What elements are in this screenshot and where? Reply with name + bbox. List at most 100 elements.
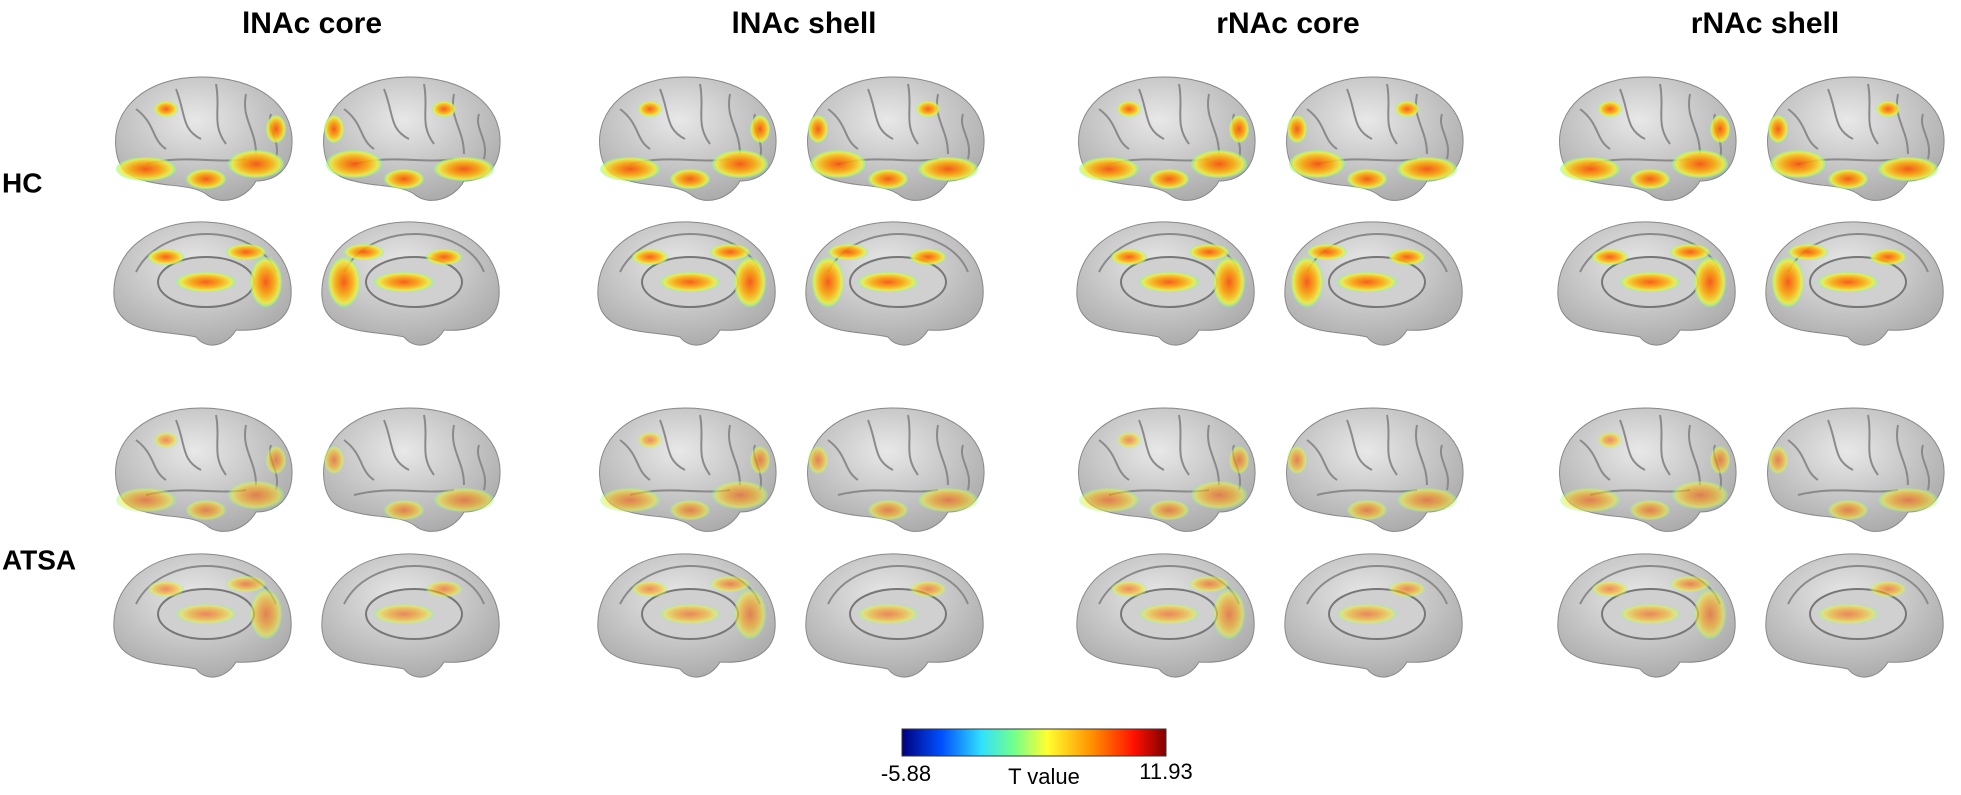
activation	[116, 157, 176, 181]
activation	[1117, 432, 1141, 448]
activation	[1630, 500, 1670, 520]
activation	[1620, 604, 1680, 624]
activation	[1870, 249, 1906, 265]
activation	[1191, 150, 1247, 178]
brain	[1556, 552, 1737, 679]
activation	[1229, 115, 1249, 143]
activation	[1291, 257, 1323, 307]
activation	[250, 257, 282, 307]
activation	[228, 481, 284, 509]
activation	[1694, 257, 1726, 307]
brain	[320, 220, 501, 347]
activation	[1630, 169, 1670, 189]
brain	[1558, 407, 1738, 533]
activation	[1397, 157, 1457, 181]
activation	[1878, 488, 1938, 512]
brain	[1556, 220, 1737, 347]
activation	[1079, 157, 1139, 181]
activation	[1111, 581, 1147, 597]
column-title: lNAc core	[242, 7, 382, 40]
colorbar: -5.88 T value 11.93	[881, 728, 1193, 789]
activation	[916, 101, 940, 117]
activation	[858, 272, 918, 292]
activation	[600, 488, 660, 512]
activation	[750, 115, 770, 143]
activation	[228, 150, 284, 178]
activation	[1592, 249, 1628, 265]
activation	[910, 249, 946, 265]
activation	[434, 157, 494, 181]
activation	[1876, 101, 1900, 117]
activation	[1710, 446, 1730, 474]
activation	[176, 604, 236, 624]
activation	[154, 432, 178, 448]
activation	[828, 244, 868, 260]
column-title: rNAc shell	[1691, 7, 1839, 40]
brain	[596, 552, 777, 679]
activation	[1818, 272, 1878, 292]
activation	[638, 432, 662, 448]
brain	[806, 76, 986, 202]
activation	[600, 157, 660, 181]
activation	[1347, 169, 1387, 189]
activation	[918, 488, 978, 512]
colorbar-label: T value	[1008, 764, 1080, 789]
activation	[1560, 157, 1620, 181]
activation	[710, 576, 750, 592]
activation	[266, 115, 286, 143]
brain	[114, 407, 294, 533]
brain	[1764, 552, 1945, 679]
activation	[1389, 581, 1425, 597]
activation	[1337, 272, 1397, 292]
activation	[1870, 581, 1906, 597]
activation	[148, 581, 184, 597]
activation	[1389, 249, 1425, 265]
activation	[710, 244, 750, 260]
activation	[1818, 604, 1878, 624]
brain	[1075, 220, 1256, 347]
activation	[734, 589, 766, 639]
activation	[810, 150, 866, 178]
activation	[734, 257, 766, 307]
activation	[1670, 576, 1710, 592]
activation	[750, 446, 770, 474]
activation	[1213, 257, 1245, 307]
activation	[808, 115, 828, 143]
brain	[112, 220, 293, 347]
activation	[226, 576, 266, 592]
activation	[1878, 157, 1938, 181]
activation	[1111, 249, 1147, 265]
brain	[804, 552, 985, 679]
activation	[1307, 244, 1347, 260]
activation	[1788, 244, 1828, 260]
activation	[1149, 500, 1189, 520]
activation	[910, 581, 946, 597]
activation	[1598, 432, 1622, 448]
activation	[712, 481, 768, 509]
brain	[322, 407, 502, 533]
brain	[1077, 76, 1257, 202]
activation	[1337, 604, 1397, 624]
activation	[384, 500, 424, 520]
activation	[1397, 488, 1457, 512]
activation	[328, 257, 360, 307]
activation	[1828, 169, 1868, 189]
activation	[1772, 257, 1804, 307]
activation	[638, 101, 662, 117]
activation	[808, 446, 828, 474]
activation	[384, 169, 424, 189]
activation	[1828, 500, 1868, 520]
activation	[1139, 272, 1199, 292]
activation	[434, 488, 494, 512]
column-title: rNAc core	[1216, 7, 1359, 40]
colorbar-max: 11.93	[1139, 759, 1192, 784]
brain	[1764, 220, 1945, 347]
activation	[632, 581, 668, 597]
activation	[1560, 488, 1620, 512]
activation	[186, 500, 226, 520]
activation	[1287, 115, 1307, 143]
activation	[1768, 446, 1788, 474]
activation	[374, 604, 434, 624]
activation	[226, 244, 266, 260]
brain	[1077, 407, 1257, 533]
